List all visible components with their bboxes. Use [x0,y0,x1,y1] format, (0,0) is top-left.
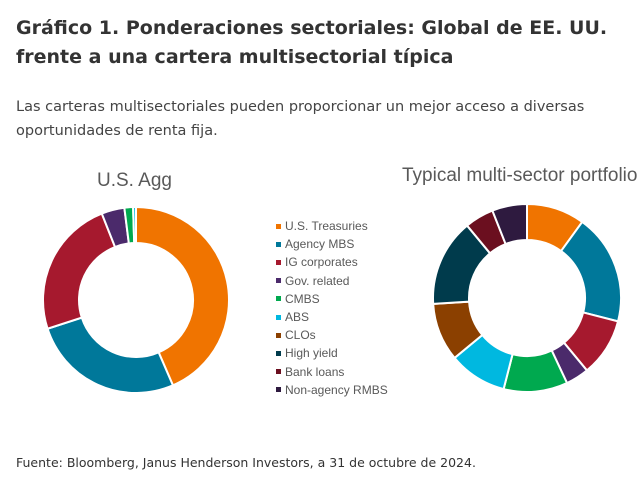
legend-label: IG corporates [285,255,358,270]
page-title: Gráfico 1. Ponderaciones sectoriales: Gl… [16,17,608,68]
legend-label: CLOs [285,328,316,343]
legend-item: U.S. Treasuries [276,217,388,235]
legend-swatch [276,223,281,229]
donut-slice-u-s-treasuries [135,205,230,387]
legend-item: Gov. related [276,272,388,290]
donut-slice-ig-corporates [42,212,117,330]
chart-title-us-agg: U.S. Agg [97,170,172,191]
legend-swatch [276,259,281,265]
legend: U.S. Treasuries Agency MBS IG corporates Go… [276,217,388,399]
legend-swatch [276,350,281,356]
legend-label: CMBS [285,291,320,306]
legend-item: ABS [276,308,388,326]
legend-swatch [276,387,281,393]
donut-slice-abs [132,205,137,245]
legend-label: U.S. Treasuries [285,219,368,234]
legend-item: Non-agency RMBS [276,381,388,399]
legend-item: Bank loans [276,363,388,381]
legend-label: Agency MBS [285,237,355,252]
legend-swatch [276,332,281,338]
legend-item: Agency MBS [276,235,388,253]
chart-title-multi-sector: Typical multi-sector portfolio [402,165,638,186]
legend-item: IG corporates [276,253,388,271]
legend-swatch [276,314,281,320]
legend-swatch [276,241,281,247]
legend-label: High yield [285,346,338,361]
legend-swatch [276,296,281,302]
legend-swatch [276,369,281,375]
legend-label: ABS [285,310,310,325]
legend-swatch [276,278,281,284]
donut-slice-non-agency-rmbs [491,202,528,246]
donut-slice-agency-mbs [46,316,175,394]
legend-label: Bank loans [285,364,345,379]
legend-item: High yield [276,344,388,362]
legend-item: CLOs [276,326,388,344]
legend-label: Gov. related [285,273,350,288]
legend-item: CMBS [276,290,388,308]
source-note: Fuente: Bloomberg, Janus Henderson Inves… [16,455,476,470]
page-subtitle: Las carteras multisectoriales pueden pro… [16,99,585,139]
legend-label: Non-agency RMBS [285,382,388,397]
